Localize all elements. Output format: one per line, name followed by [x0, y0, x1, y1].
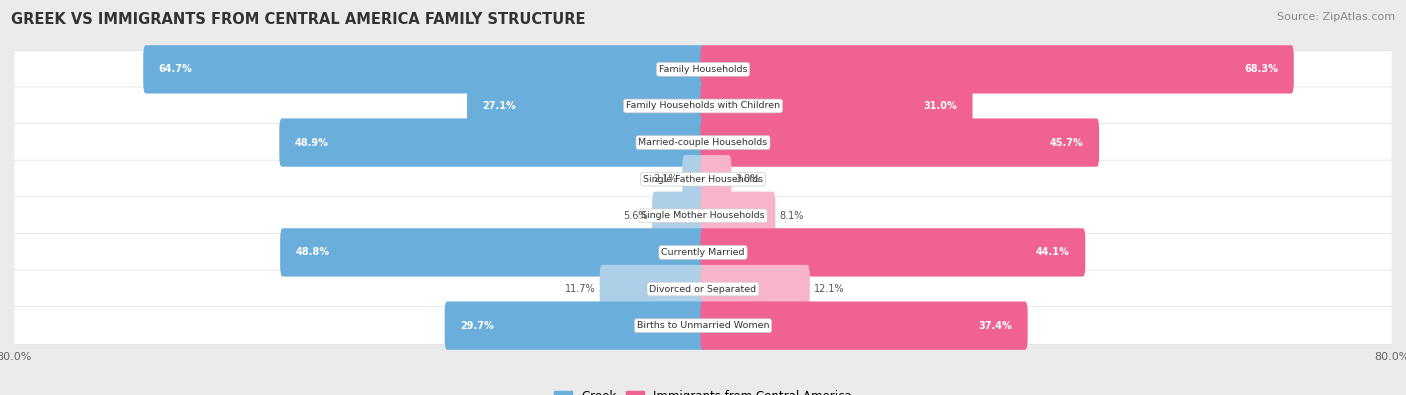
FancyBboxPatch shape — [700, 82, 973, 130]
Text: 29.7%: 29.7% — [460, 321, 494, 331]
Text: Married-couple Households: Married-couple Households — [638, 138, 768, 147]
Text: Family Households: Family Households — [659, 65, 747, 74]
FancyBboxPatch shape — [14, 270, 1392, 308]
FancyBboxPatch shape — [14, 307, 1392, 345]
Text: 12.1%: 12.1% — [814, 284, 845, 294]
FancyBboxPatch shape — [682, 155, 706, 203]
FancyBboxPatch shape — [700, 265, 810, 313]
FancyBboxPatch shape — [14, 197, 1392, 235]
FancyBboxPatch shape — [700, 45, 1294, 94]
Legend: Greek, Immigrants from Central America: Greek, Immigrants from Central America — [550, 385, 856, 395]
Text: 45.7%: 45.7% — [1050, 137, 1084, 148]
Text: 48.9%: 48.9% — [295, 137, 329, 148]
FancyBboxPatch shape — [700, 155, 731, 203]
Text: 5.6%: 5.6% — [623, 211, 648, 221]
Text: 68.3%: 68.3% — [1244, 64, 1278, 74]
FancyBboxPatch shape — [14, 233, 1392, 271]
Text: Divorced or Separated: Divorced or Separated — [650, 284, 756, 293]
Text: 8.1%: 8.1% — [780, 211, 804, 221]
Text: 2.1%: 2.1% — [654, 174, 678, 184]
Text: Family Households with Children: Family Households with Children — [626, 102, 780, 111]
FancyBboxPatch shape — [14, 160, 1392, 198]
FancyBboxPatch shape — [444, 301, 706, 350]
Text: 48.8%: 48.8% — [295, 247, 329, 258]
FancyBboxPatch shape — [700, 301, 1028, 350]
Text: 37.4%: 37.4% — [979, 321, 1012, 331]
FancyBboxPatch shape — [280, 118, 706, 167]
Text: Births to Unmarried Women: Births to Unmarried Women — [637, 321, 769, 330]
FancyBboxPatch shape — [700, 118, 1099, 167]
Text: Currently Married: Currently Married — [661, 248, 745, 257]
Text: Single Father Households: Single Father Households — [643, 175, 763, 184]
FancyBboxPatch shape — [467, 82, 706, 130]
FancyBboxPatch shape — [280, 228, 706, 276]
Text: GREEK VS IMMIGRANTS FROM CENTRAL AMERICA FAMILY STRUCTURE: GREEK VS IMMIGRANTS FROM CENTRAL AMERICA… — [11, 12, 586, 27]
Text: 31.0%: 31.0% — [924, 101, 957, 111]
FancyBboxPatch shape — [14, 50, 1392, 88]
FancyBboxPatch shape — [652, 192, 706, 240]
Text: 27.1%: 27.1% — [482, 101, 516, 111]
FancyBboxPatch shape — [143, 45, 706, 94]
Text: 44.1%: 44.1% — [1036, 247, 1070, 258]
FancyBboxPatch shape — [599, 265, 706, 313]
Text: 11.7%: 11.7% — [565, 284, 595, 294]
Text: 64.7%: 64.7% — [159, 64, 193, 74]
FancyBboxPatch shape — [14, 124, 1392, 162]
FancyBboxPatch shape — [700, 228, 1085, 276]
Text: Single Mother Households: Single Mother Households — [641, 211, 765, 220]
Text: Source: ZipAtlas.com: Source: ZipAtlas.com — [1277, 12, 1395, 22]
Text: 3.0%: 3.0% — [735, 174, 761, 184]
FancyBboxPatch shape — [700, 192, 775, 240]
FancyBboxPatch shape — [14, 87, 1392, 125]
